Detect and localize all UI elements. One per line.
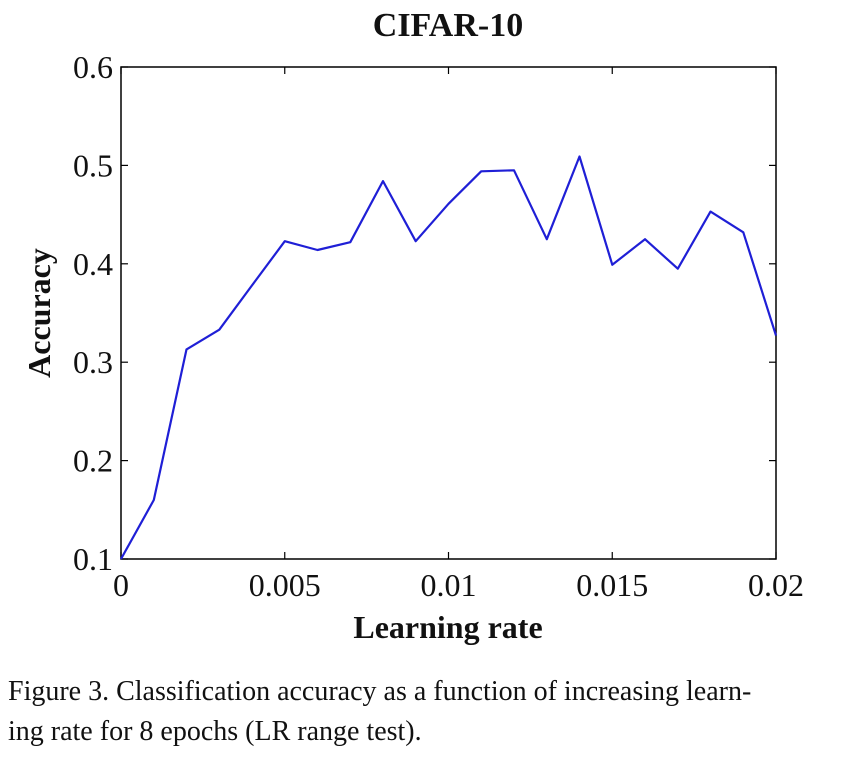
y-axis-label: Accuracy [21, 248, 57, 378]
x-axis-ticks: 0 0.005 0.01 0.015 0.02 [113, 67, 804, 603]
y-axis-ticks: 0.1 0.2 0.3 0.4 0.5 0.6 [73, 49, 776, 577]
x-tick-label: 0 [113, 567, 129, 603]
plot-area-frame [120, 66, 777, 560]
x-axis-label: Learning rate [353, 609, 542, 645]
accuracy-chart: CIFAR-10 0 0.005 0.01 0.015 0.02 0.10.20.30.… [21, 7, 804, 645]
y-tick-label: 0.5 [73, 147, 113, 183]
figure-caption: Figure 3. Classification accuracy as a f… [8, 672, 860, 752]
x-tick-label: 0.01 [421, 567, 477, 603]
caption-line-1: Figure 3. Classification accuracy as a f… [8, 676, 752, 707]
y-tick-label: 0.2 [73, 443, 113, 479]
x-tick-label: 0.02 [748, 567, 804, 603]
accuracy-series-line [120, 155, 778, 560]
y-tick-label: 0.1 [73, 541, 113, 577]
y-tick-label: 0.4 [73, 246, 113, 282]
x-tick-label: 0.005 [249, 567, 321, 603]
y-tick-label: 0.6 [73, 49, 113, 85]
caption-line-2: ing rate for 8 epochs (LR range test). [8, 716, 422, 747]
series-layer [120, 155, 778, 560]
chart-title: CIFAR-10 [373, 7, 523, 44]
y-tick-label: 0.3 [73, 344, 113, 380]
x-tick-label: 0.015 [576, 567, 648, 603]
